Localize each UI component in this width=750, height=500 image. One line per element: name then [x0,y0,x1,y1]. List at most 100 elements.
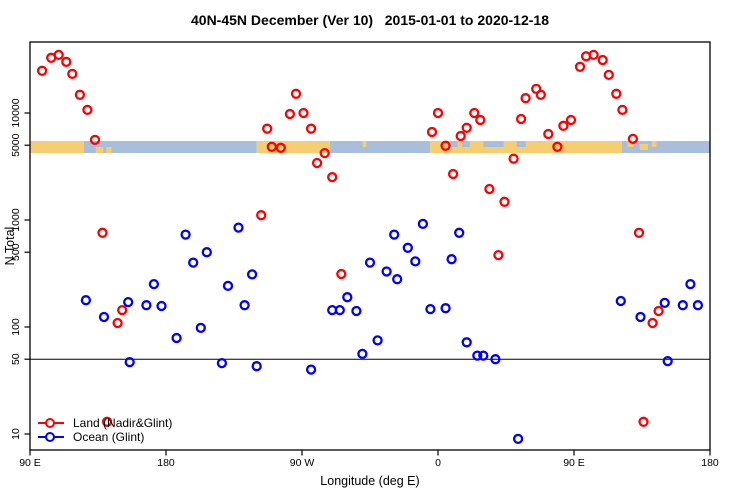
x-tick-label: 90 E [19,457,41,469]
land-point [256,210,267,221]
land-point [597,54,608,66]
ocean-point [446,254,457,265]
ocean-point [615,295,626,307]
ocean-point [216,357,228,369]
ocean-point [461,337,472,348]
y-tick-label: 100 [10,318,22,336]
land-point [493,249,504,261]
map-band-land-patch [639,144,649,150]
map-band-ocean-patch [462,141,470,147]
plot-frame [29,41,711,451]
ocean-point [251,361,262,372]
legend: Land (Nadir&Glint) Ocean (Glint) [38,416,172,444]
land-point [82,104,93,116]
land-point [112,317,123,329]
x-tick-label: 0 [435,457,441,469]
y-tick-label: 10000 [10,98,22,127]
ocean-point [334,304,345,316]
map-band-ocean-segment [329,141,430,153]
land-point [61,56,72,68]
ocean-point [490,354,501,365]
land-point [508,153,519,164]
ocean-point [123,296,134,308]
map-band-ocean-patch [516,141,526,147]
land-point [67,68,78,80]
land-point [611,88,622,99]
map-band-land-patch [95,147,104,153]
land-point [455,130,466,142]
ocean-point [171,332,182,344]
ocean-point [381,266,392,277]
legend-item-ocean: Ocean (Glint) [38,430,172,444]
map-band-land-segment [429,141,622,153]
map-band-ocean-segment [83,141,257,153]
land-point [101,416,113,427]
ocean-point [364,257,376,268]
ocean-point [201,247,212,258]
map-band-ocean-patch [483,141,504,147]
ocean-point [357,348,368,360]
map-band-land-patch [651,141,657,147]
ocean-point [222,280,234,292]
ocean-point [372,335,383,346]
ocean-point [635,311,646,323]
ocean-point [677,300,688,311]
ocean-point [246,269,258,280]
x-axis-title: Longitude (deg E) [320,474,420,488]
land-point [461,122,472,133]
x-tick-label: 180 [157,457,175,469]
ocean-point [440,303,451,314]
ocean-point [472,350,483,361]
ocean-point [685,278,696,290]
ocean-point [98,311,110,323]
land-point [432,107,444,119]
ocean-point [392,274,403,285]
map-band-land-patch [106,147,112,153]
land-point [447,168,459,180]
land-point [53,49,64,61]
land-point [475,114,486,126]
ocean-point [659,297,670,309]
legend-label-land: Land (Nadir&Glint) [73,416,173,430]
ocean-point [478,350,489,361]
land-point [469,107,480,119]
ocean-point [425,303,436,315]
land-point [535,89,546,100]
ocean-point [512,433,524,445]
ocean-point [389,229,400,240]
y-tick-label: 500 [10,243,22,261]
y-tick-label: 5000 [10,133,22,157]
ocean-point [662,355,673,367]
land-point [603,69,614,81]
land-point [89,134,101,146]
land-point [319,147,330,159]
chart-title: 40N-45N December (Ver 10) 2015-01-01 to … [191,12,549,28]
y-tick-label: 50 [10,353,22,365]
map-band-land-patch [627,141,634,147]
ocean-point [124,356,135,368]
ocean-point [692,300,704,311]
ocean-point [141,300,152,311]
legend-item-land: Land (Nadir&Glint) [38,416,172,430]
land-point [327,171,338,183]
map-band-ocean-patch [447,141,458,147]
land-point [311,157,323,169]
ocean-point [148,278,160,290]
land-point [262,123,273,134]
ocean-point [410,256,421,267]
land-point [275,142,286,153]
ocean-point [195,322,206,334]
land-point [36,65,48,76]
ocean-point [80,295,92,306]
ocean-point [305,364,317,375]
land-point [298,107,309,119]
land-point [336,268,347,280]
ocean-series-key-icon [38,431,64,443]
y-tick-label: 10 [10,428,22,440]
land-point [558,120,569,131]
ocean-point [351,305,362,317]
y-tick-label: 1000 [10,208,22,232]
land-point [305,123,317,134]
land-point [290,88,302,99]
